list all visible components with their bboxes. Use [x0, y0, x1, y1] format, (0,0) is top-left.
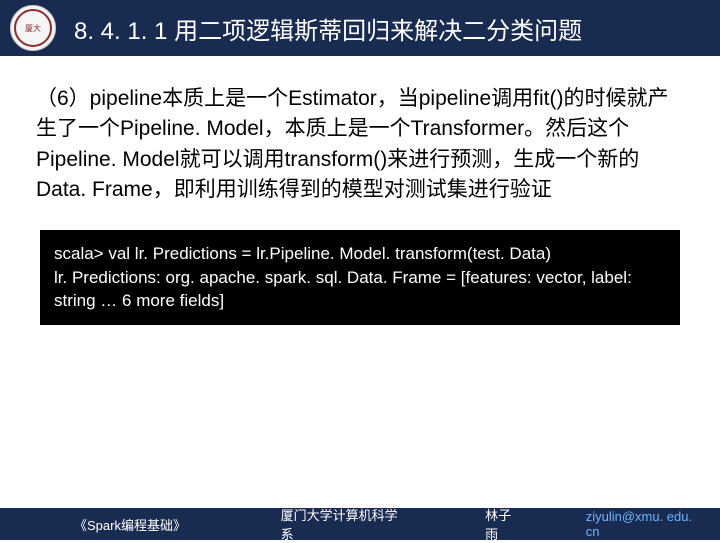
footer-book: 《Spark编程基础》 [62, 515, 197, 534]
scala-code-block: scala> val lr. Predictions = lr.Pipeline… [40, 230, 680, 325]
slide-footer: 《Spark编程基础》 厦门大学计算机科学系 林子雨 ziyulin@xmu. … [0, 508, 720, 540]
slide-content: （6）pipeline本质上是一个Estimator，当pipeline调用fi… [0, 56, 720, 335]
logo-seal-icon: 厦大 [14, 9, 52, 47]
university-logo: 厦大 [10, 5, 56, 51]
slide-header: 厦大 8. 4. 1. 1 用二项逻辑斯蒂回归来解决二分类问题 [0, 0, 720, 56]
footer-author: 林子雨 [473, 505, 536, 543]
footer-email: ziyulin@xmu. edu. cn [574, 509, 720, 539]
explanation-paragraph: （6）pipeline本质上是一个Estimator，当pipeline调用fi… [36, 84, 684, 206]
footer-department: 厦门大学计算机科学系 [269, 505, 421, 543]
slide-title: 8. 4. 1. 1 用二项逻辑斯蒂回归来解决二分类问题 [74, 11, 582, 46]
